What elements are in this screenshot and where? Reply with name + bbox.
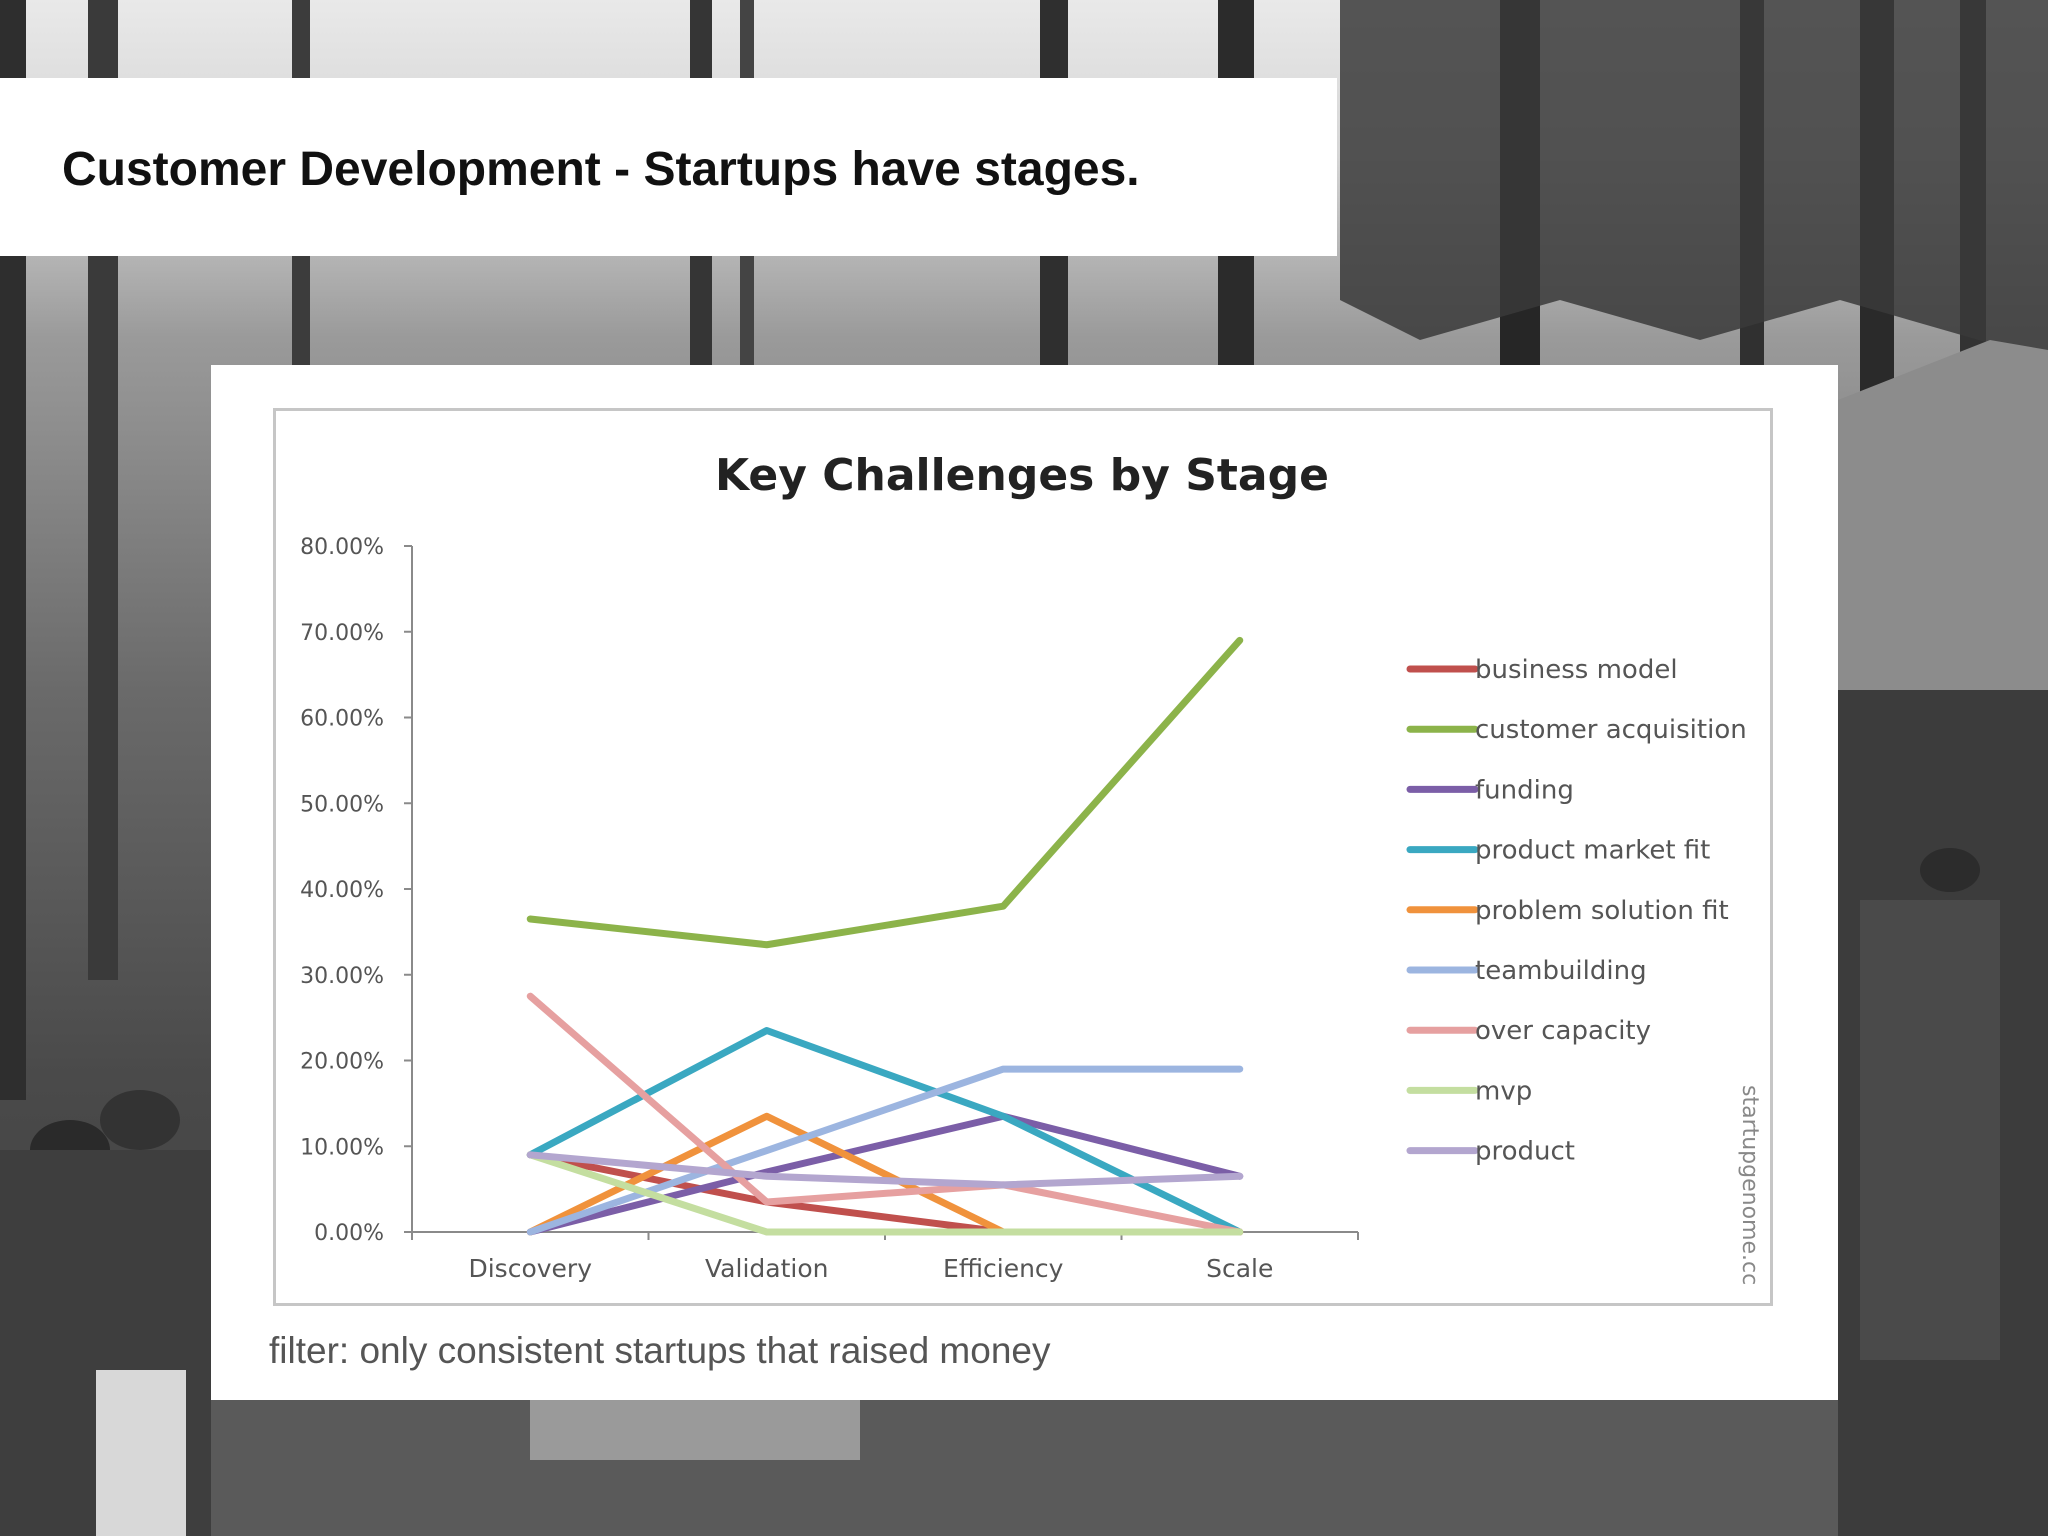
y-tick-label: 80.00%	[300, 535, 384, 560]
y-tick-label: 40.00%	[300, 878, 384, 903]
y-tick-label: 70.00%	[300, 621, 384, 646]
series-line-mvp	[526, 1151, 1244, 1236]
y-tick-label: 10.00%	[300, 1135, 384, 1160]
legend: business model customer acquisition fundin…	[1406, 655, 1747, 1167]
y-tick-label: 0.00%	[314, 1221, 384, 1246]
legend-label: customer acquisition	[1475, 715, 1747, 745]
legend-label: business model	[1475, 655, 1678, 685]
legend-label: mvp	[1475, 1076, 1532, 1106]
axes: 0.00% 10.00% 20.00% 30.00% 40.00% 50.00% 60.00…	[300, 535, 1359, 1283]
series-line-customer-acquisition	[526, 636, 1244, 949]
slide-title: Customer Development - Startups have sta…	[62, 143, 1140, 196]
series-line-product-market-fit	[526, 1026, 1244, 1236]
series-lines	[526, 636, 1244, 1236]
x-tick-label: Efficiency	[943, 1254, 1064, 1283]
y-tick-label: 60.00%	[300, 707, 384, 732]
legend-label: product market fit	[1475, 836, 1710, 866]
legend-label: funding	[1475, 775, 1574, 805]
x-tick-label: Scale	[1206, 1254, 1273, 1283]
credit-watermark: startupgenome.cc	[1737, 1085, 1762, 1285]
series-line-product	[526, 1151, 1244, 1189]
chart-frame	[273, 408, 1773, 1306]
x-tick-label: Discovery	[468, 1254, 592, 1283]
y-tick-label: 50.00%	[300, 792, 384, 817]
y-tick-label: 20.00%	[300, 1050, 384, 1075]
filter-note: filter: only consistent startups that ra…	[269, 1330, 1051, 1371]
chart-title: Key Challenges by Stage	[715, 450, 1329, 501]
y-tick-label: 30.00%	[300, 964, 384, 989]
legend-label: teambuilding	[1475, 956, 1647, 986]
legend-label: problem solution fit	[1475, 896, 1729, 926]
x-tick-label: Validation	[705, 1254, 828, 1283]
slide-title-banner	[0, 78, 1337, 256]
series-line-funding	[526, 1112, 1244, 1236]
series-line-over-capacity	[526, 992, 1244, 1236]
legend-label: product	[1475, 1137, 1575, 1167]
legend-label: over capacity	[1475, 1016, 1651, 1046]
